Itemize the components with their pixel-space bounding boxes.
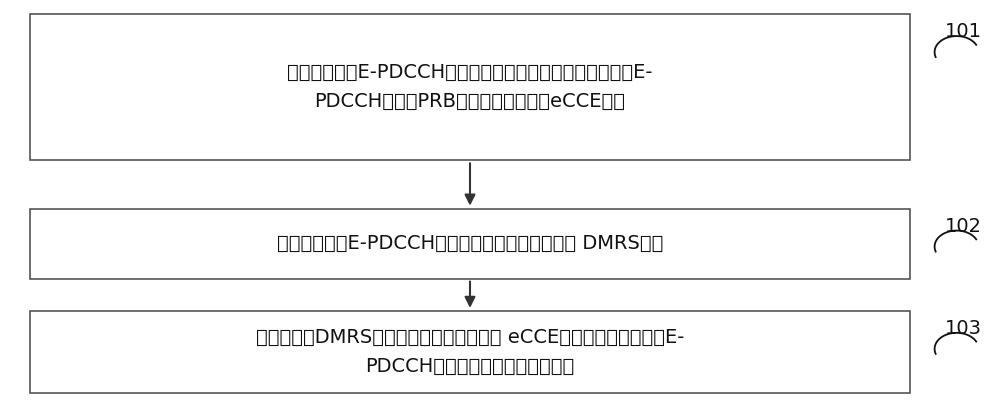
FancyBboxPatch shape [30, 311, 910, 393]
Text: 分别在第一DMRS端口对应的子载波和第一 eCCE资源上发送第一备选E-
PDCCH对应的参考信号和数据部分: 分别在第一DMRS端口对应的子载波和第一 eCCE资源上发送第一备选E- PDC… [256, 328, 684, 376]
FancyBboxPatch shape [30, 14, 910, 160]
Text: 103: 103 [945, 319, 982, 338]
Text: 101: 101 [945, 22, 982, 41]
Text: 确定第一备选E-PDCCH对应的参考信号对应的第一 DMRS端口: 确定第一备选E-PDCCH对应的参考信号对应的第一 DMRS端口 [277, 234, 663, 253]
Text: 根据第一备选E-PDCCH所属的第一聚合级别，获取第一备选E-
PDCCH在第一PRB资源中映射的第一eCCE资源: 根据第一备选E-PDCCH所属的第一聚合级别，获取第一备选E- PDCCH在第一… [287, 63, 653, 111]
Text: 102: 102 [945, 217, 982, 235]
FancyBboxPatch shape [30, 209, 910, 279]
